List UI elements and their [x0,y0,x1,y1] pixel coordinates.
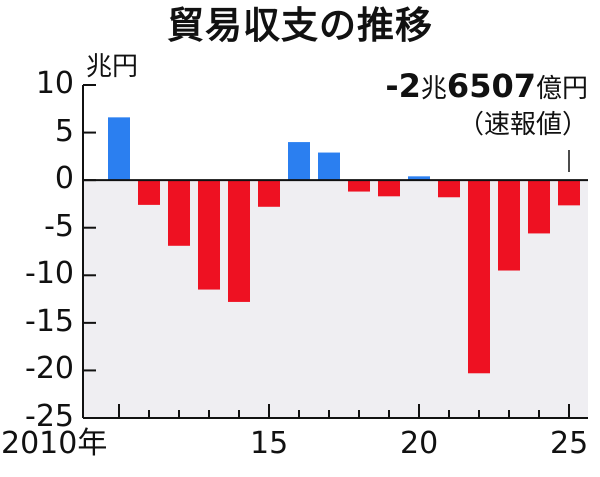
y-tick-label: -10 [25,256,74,292]
x-tick-label: 2010年 [1,426,108,461]
latest-value-annotation: -2兆6507億円 [385,68,588,107]
bar-2021 [438,180,460,198]
chart-title: 貿易収支の推移 [167,4,433,47]
annotation-num2: 6507 [446,67,536,105]
bar-2025 [558,180,580,206]
bar-2010 [108,117,130,181]
bar-2013 [198,180,220,290]
y-tick-label: 10 [35,66,74,101]
x-tick-label: 25 [550,426,589,461]
annotation-unit1: 兆 [420,74,447,104]
y-tick-label: 5 [54,113,74,149]
bar-2019 [378,180,400,197]
y-tick-label: -25 [25,399,74,434]
bar-2018 [348,180,370,192]
x-tick-label: 20 [400,426,439,461]
bar-2023 [498,180,520,271]
y-tick-label: -20 [25,351,74,387]
bar-2024 [528,180,550,234]
annotation-unit2: 億円 [535,74,588,104]
y-tick-label: 0 [54,161,74,197]
bar-2012 [168,180,190,246]
annotation-sign: - [385,67,399,105]
y-tick-label: -15 [25,303,74,339]
x-tick-label: 15 [250,426,289,461]
bar-2020 [408,176,430,181]
bar-2016 [288,142,310,181]
bar-2014 [228,180,250,302]
y-tick-label: -5 [44,208,74,244]
y-axis-unit-label: 兆円 [86,52,139,82]
bar-2015 [258,180,280,207]
preliminary-note: （速報値） [457,110,588,140]
bar-2022 [468,180,490,374]
bar-2017 [318,152,340,181]
bar-2011 [138,180,160,205]
annotation-num1: 2 [398,67,421,105]
